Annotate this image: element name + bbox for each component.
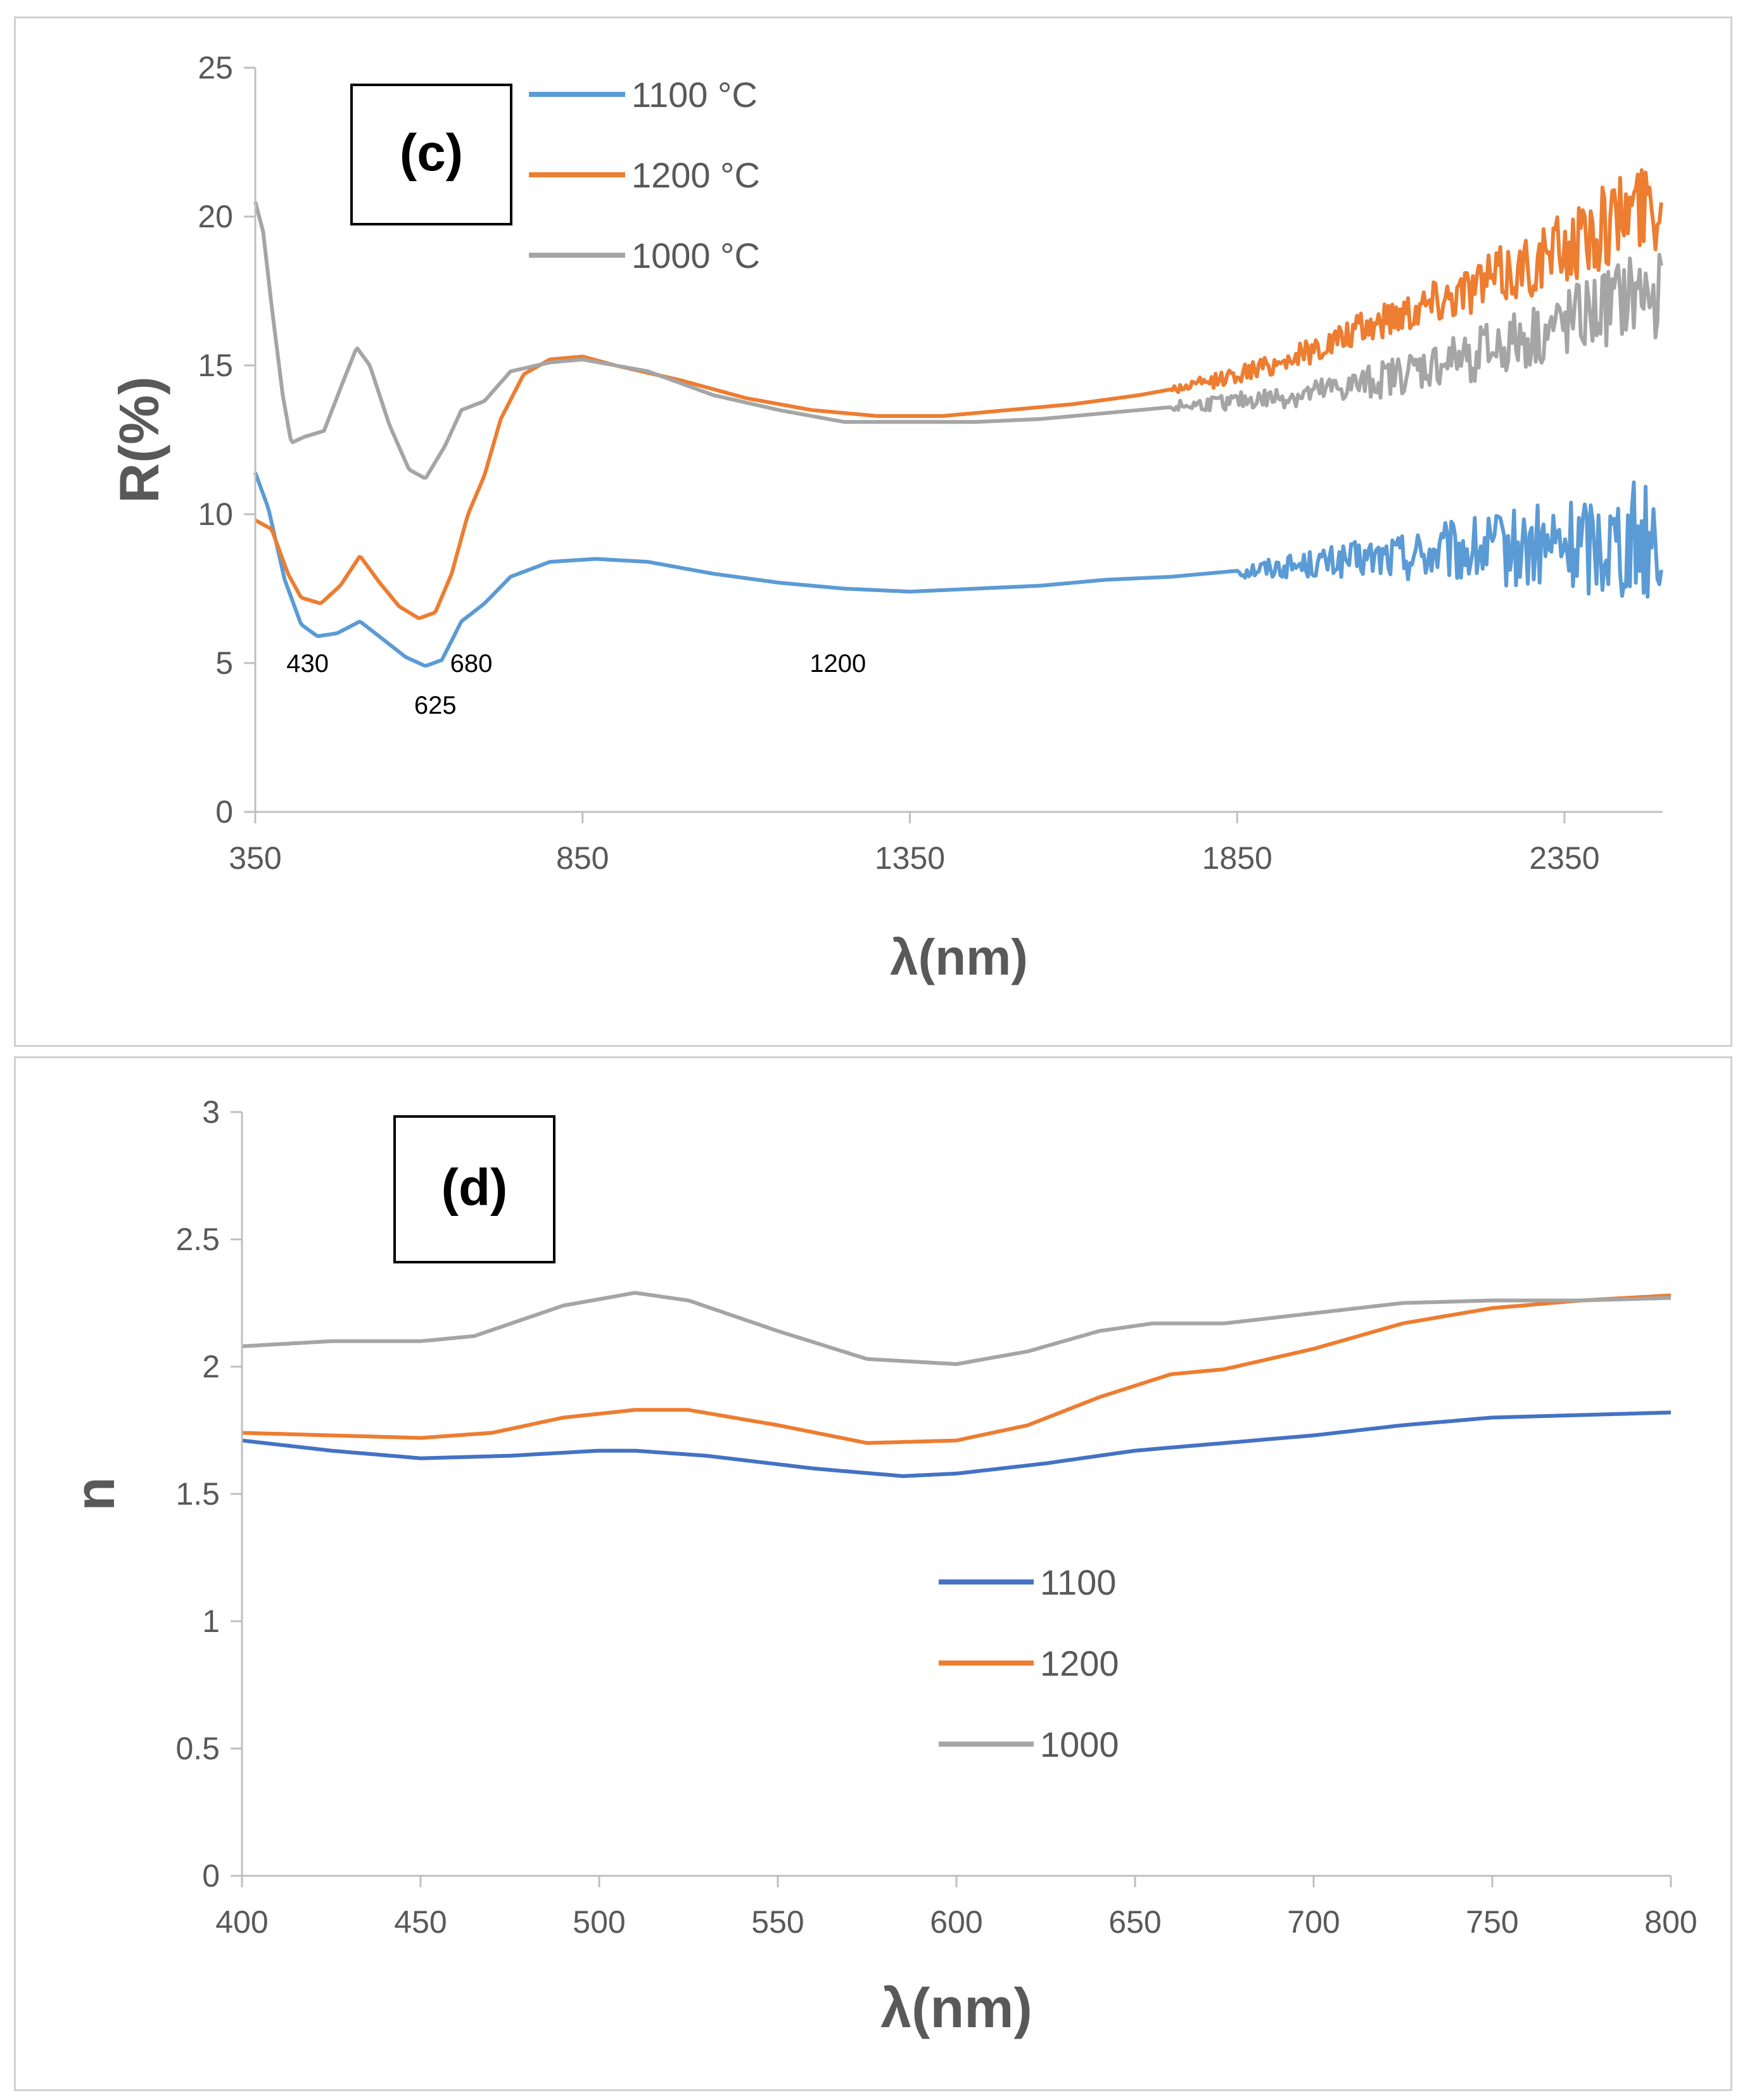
legend-label: 1200 °C bbox=[631, 155, 760, 195]
legend-label: 1000 bbox=[1040, 1724, 1119, 1764]
series-line-1000 bbox=[241, 1291, 1672, 1366]
y-axis-title: R(%) bbox=[108, 376, 170, 503]
x-axis-title: λ(nm) bbox=[890, 929, 1028, 985]
x-tick-label: 750 bbox=[1466, 1904, 1518, 1940]
peak-annotation: 625 bbox=[414, 692, 457, 719]
y-tick-label: 0 bbox=[202, 1858, 220, 1894]
x-tick-label: 2350 bbox=[1529, 840, 1599, 876]
legend-label: 1100 °C bbox=[631, 75, 758, 115]
x-tick-label: 400 bbox=[215, 1904, 268, 1940]
x-tick-label: 500 bbox=[573, 1904, 625, 1940]
y-tick-label: 3 bbox=[202, 1094, 220, 1130]
y-tick-label: 1.5 bbox=[175, 1476, 220, 1512]
series-line-1200 bbox=[241, 1293, 1672, 1445]
y-tick-label: 15 bbox=[198, 348, 233, 383]
x-tick-label: 850 bbox=[556, 840, 609, 876]
series-line-1100 bbox=[241, 1410, 1672, 1478]
x-axis-title: λ(nm) bbox=[880, 1977, 1032, 2039]
y-tick-label: 10 bbox=[198, 497, 233, 532]
y-tick-label: 2 bbox=[202, 1349, 220, 1384]
legend-label: 1200 bbox=[1040, 1643, 1119, 1683]
panel-c-reflectance-chart: 0 5 10 15 20 25 350 850 1350 1850 2350 430 625 680 12… bbox=[14, 16, 1732, 1047]
y-axis-title: n bbox=[63, 1477, 126, 1511]
panel-label: (d) bbox=[441, 1159, 508, 1217]
peak-annotation: 1200 bbox=[809, 650, 866, 678]
y-tick-label: 20 bbox=[198, 199, 233, 234]
x-tick-label: 350 bbox=[229, 840, 281, 876]
y-tick-label: 5 bbox=[215, 645, 233, 681]
series-line-1200 bbox=[254, 168, 1663, 620]
peak-annotation: 680 bbox=[450, 650, 493, 678]
y-tick-label: 2.5 bbox=[175, 1222, 220, 1257]
reflectance-chart-svg: 0 5 10 15 20 25 350 850 1350 1850 2350 430 625 680 12… bbox=[108, 50, 1663, 985]
x-tick-label: 550 bbox=[751, 1904, 804, 1940]
x-tick-label: 800 bbox=[1644, 1904, 1697, 1940]
y-tick-label: 0 bbox=[215, 794, 233, 830]
legend-label: 1000 °C bbox=[631, 236, 760, 275]
y-tick-label: 1 bbox=[202, 1603, 220, 1639]
x-tick-label: 650 bbox=[1108, 1904, 1161, 1940]
x-tick-label: 1850 bbox=[1202, 840, 1272, 876]
panel-label: (c) bbox=[400, 124, 463, 182]
series-line-1000 bbox=[253, 201, 1663, 480]
x-tick-label: 700 bbox=[1287, 1904, 1340, 1940]
x-tick-label: 600 bbox=[930, 1904, 982, 1940]
panel-d-refractive-index-chart: 0 0.5 1 1.5 2 2.5 3 400 450 500 550 600 650 700 750 800… bbox=[14, 1056, 1732, 2091]
legend-label: 1100 bbox=[1040, 1562, 1116, 1602]
y-tick-label: 25 bbox=[198, 50, 233, 85]
x-tick-label: 450 bbox=[394, 1904, 447, 1940]
series-line-1100 bbox=[253, 472, 1663, 668]
panel-label-box bbox=[350, 84, 512, 225]
peak-annotation: 430 bbox=[286, 650, 329, 678]
refractive-index-chart-svg: 0 0.5 1 1.5 2 2.5 3 400 450 500 550 600 650 700 750 800… bbox=[63, 1094, 1697, 2039]
panel-label-box bbox=[393, 1115, 555, 1263]
x-tick-label: 1350 bbox=[875, 840, 945, 876]
y-tick-label: 0.5 bbox=[175, 1731, 220, 1766]
